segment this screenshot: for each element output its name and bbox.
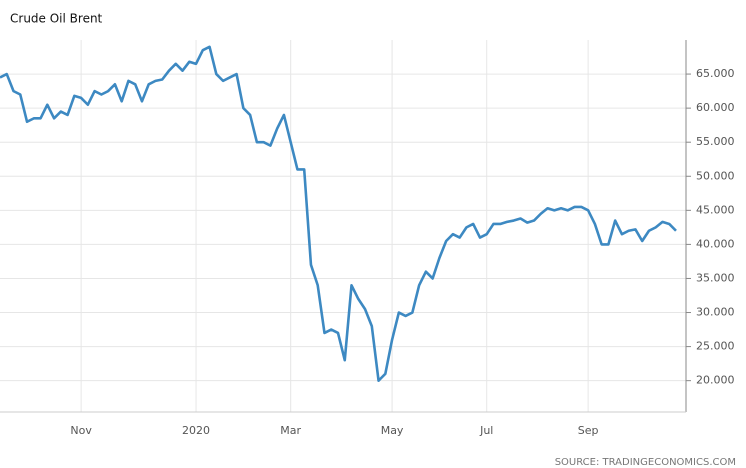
x-tick-label: Nov [70, 424, 92, 437]
y-tick-label: 40.000 [696, 237, 735, 250]
chart-title: Crude Oil Brent [10, 12, 103, 26]
y-tick-label: 50.000 [696, 169, 735, 182]
y-tick-label: 30.000 [696, 306, 735, 319]
y-tick-label: 35.000 [696, 271, 735, 284]
y-tick-label: 20.000 [696, 374, 735, 387]
y-tick-label: 55.000 [696, 135, 735, 148]
y-tick-label: 45.000 [696, 203, 735, 216]
x-tick-label: Sep [578, 424, 599, 437]
y-tick-label: 65.000 [696, 67, 735, 80]
price-line [0, 45, 677, 382]
y-tick-label: 25.000 [696, 340, 735, 353]
x-tick-label: Jul [479, 424, 493, 437]
x-tick-label: Mar [280, 424, 301, 437]
source-note: SOURCE: TRADINGECONOMICS.COM [555, 457, 736, 468]
x-tick-label: May [381, 424, 404, 437]
x-tick-label: 2020 [182, 424, 210, 437]
y-tick-label: 60.000 [696, 101, 735, 114]
